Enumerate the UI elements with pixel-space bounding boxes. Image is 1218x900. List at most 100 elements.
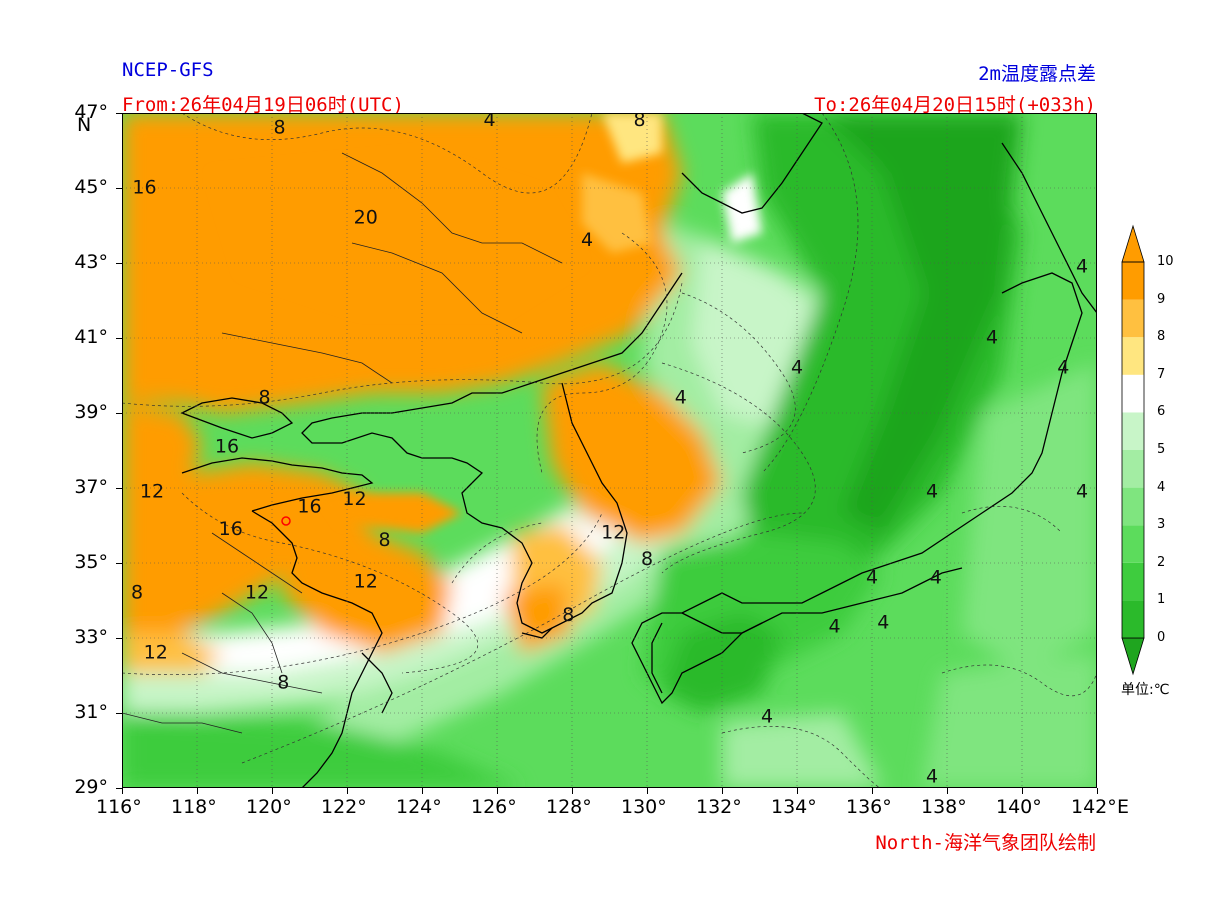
lon-tick-label: 124° xyxy=(396,796,442,818)
lon-tick-label: 118° xyxy=(171,796,217,818)
contour-value-label: 16 xyxy=(215,435,239,457)
lat-tick-label: 41° xyxy=(74,326,108,348)
colorbar-frame xyxy=(1121,261,1145,639)
contour-value-label: 4 xyxy=(1057,357,1069,379)
contour-value-label: 16 xyxy=(132,177,156,199)
lon-tick-label: 128° xyxy=(546,796,592,818)
lon-tick-mark xyxy=(947,788,948,794)
lon-tick-mark xyxy=(872,788,873,794)
station-marker xyxy=(281,516,291,526)
contour-value-label: 4 xyxy=(1076,255,1088,277)
lon-tick-label: 130° xyxy=(621,796,667,818)
lat-tick-label: 37° xyxy=(74,476,108,498)
lon-tick-label: 140° xyxy=(996,796,1042,818)
lon-tick-mark xyxy=(1022,788,1023,794)
lat-tick-label: 39° xyxy=(74,401,108,423)
contour-value-label: 16 xyxy=(219,518,243,540)
contour-value-label: 12 xyxy=(354,570,378,592)
contour-value-label: 4 xyxy=(926,765,938,787)
colorbar-level-label: 3 xyxy=(1157,517,1166,533)
lat-tick-label: 35° xyxy=(74,551,108,573)
lat-tick-mark xyxy=(116,488,122,489)
lon-tick-mark xyxy=(722,788,723,794)
colorbar-level-label: 2 xyxy=(1157,554,1166,570)
model-title: NCEP-GFS xyxy=(122,59,214,81)
lon-tick-mark xyxy=(422,788,423,794)
colorbar-level-label: 10 xyxy=(1157,254,1174,269)
lat-tick-mark xyxy=(116,113,122,114)
colorbar-over-arrow xyxy=(1121,224,1145,263)
colorbar-level-label: 7 xyxy=(1157,366,1166,382)
lon-tick-label: 138° xyxy=(921,796,967,818)
colorbar-segment xyxy=(1122,562,1144,601)
lon-tick-mark xyxy=(647,788,648,794)
colorbar-segment xyxy=(1122,337,1144,375)
lat-tick-label: 47° xyxy=(74,101,108,123)
credit-label: North-海洋气象团队绘制 xyxy=(875,832,1096,854)
colorbar xyxy=(1120,224,1160,684)
colorbar-level-label: 9 xyxy=(1157,291,1166,307)
contour-value-label: 4 xyxy=(986,327,998,349)
colorbar-segment xyxy=(1122,487,1144,526)
colorbar-level-label: 1 xyxy=(1157,592,1166,608)
lon-tick-mark xyxy=(572,788,573,794)
contour-value-label: 12 xyxy=(245,582,269,604)
contour-value-label: 8 xyxy=(562,604,574,626)
lat-tick-label: 43° xyxy=(74,251,108,273)
contour-value-label: 4 xyxy=(930,567,942,589)
lon-tick-label: 120° xyxy=(246,796,292,818)
lon-tick-label: 134° xyxy=(771,796,817,818)
lat-tick-label: 31° xyxy=(74,701,108,723)
contour-value-label: 8 xyxy=(633,113,645,131)
colorbar-svg xyxy=(1121,224,1145,676)
colorbar-segment xyxy=(1122,525,1144,563)
contour-value-label: 20 xyxy=(354,207,378,229)
lat-unit-label: N xyxy=(77,114,92,136)
contour-value-label: 4 xyxy=(483,113,495,131)
contour-value-label: 8 xyxy=(378,529,390,551)
contour-value-label: 8 xyxy=(258,387,270,409)
colorbar-segment xyxy=(1122,412,1144,450)
contour-value-label: 4 xyxy=(1076,480,1088,502)
lat-tick-label: 29° xyxy=(74,776,108,798)
lat-tick-mark xyxy=(116,713,122,714)
contour-value-label: 12 xyxy=(601,522,625,544)
lon-tick-label: 142° xyxy=(1071,796,1117,818)
lon-tick-mark xyxy=(347,788,348,794)
colorbar-level-label: 6 xyxy=(1157,404,1166,420)
lon-tick-label: 136° xyxy=(846,796,892,818)
lat-tick-mark xyxy=(116,338,122,339)
contour-value-label: 12 xyxy=(140,480,164,502)
colorbar-unit-label: 单位:℃ xyxy=(1121,682,1170,698)
valid-from-label: From:26年04月19日06时(UTC) xyxy=(122,94,404,116)
contour-value-label: 8 xyxy=(641,548,653,570)
contour-value-label: 4 xyxy=(877,612,889,634)
lat-tick-mark xyxy=(116,638,122,639)
lon-tick-mark xyxy=(272,788,273,794)
lat-tick-mark xyxy=(116,563,122,564)
map-panel: 8 4 8 16 20 4 4 4 4 4 8 4 16 12 16 12 4 4 16 8 12 8 12 4 4 12 8 8 4 4… xyxy=(122,113,1097,788)
lon-tick-mark xyxy=(1097,788,1098,794)
lat-tick-mark xyxy=(116,263,122,264)
lat-tick-mark xyxy=(116,788,122,789)
product-title: 2m温度露点差 xyxy=(978,63,1096,85)
contour-value-label: 16 xyxy=(297,495,321,517)
colorbar-level-label: 5 xyxy=(1157,442,1166,457)
contour-lines xyxy=(122,113,1097,788)
lon-tick-label: 132° xyxy=(696,796,742,818)
contour-value-label: 4 xyxy=(581,229,593,251)
lon-tick-label: 116° xyxy=(96,796,142,818)
contour-value-label: 8 xyxy=(131,582,143,604)
lon-unit-label: E xyxy=(1117,796,1130,818)
contour-value-label: 4 xyxy=(926,480,938,502)
contour-value-label: 4 xyxy=(675,387,687,409)
contour-value-label: 8 xyxy=(277,672,289,694)
colorbar-segment xyxy=(1122,600,1144,638)
colorbar-segment xyxy=(1122,374,1144,413)
lat-tick-mark xyxy=(116,413,122,414)
colorbar-segment xyxy=(1122,450,1144,488)
colorbar-level-label: 0 xyxy=(1157,630,1166,645)
contour-value-label: 4 xyxy=(866,567,878,589)
